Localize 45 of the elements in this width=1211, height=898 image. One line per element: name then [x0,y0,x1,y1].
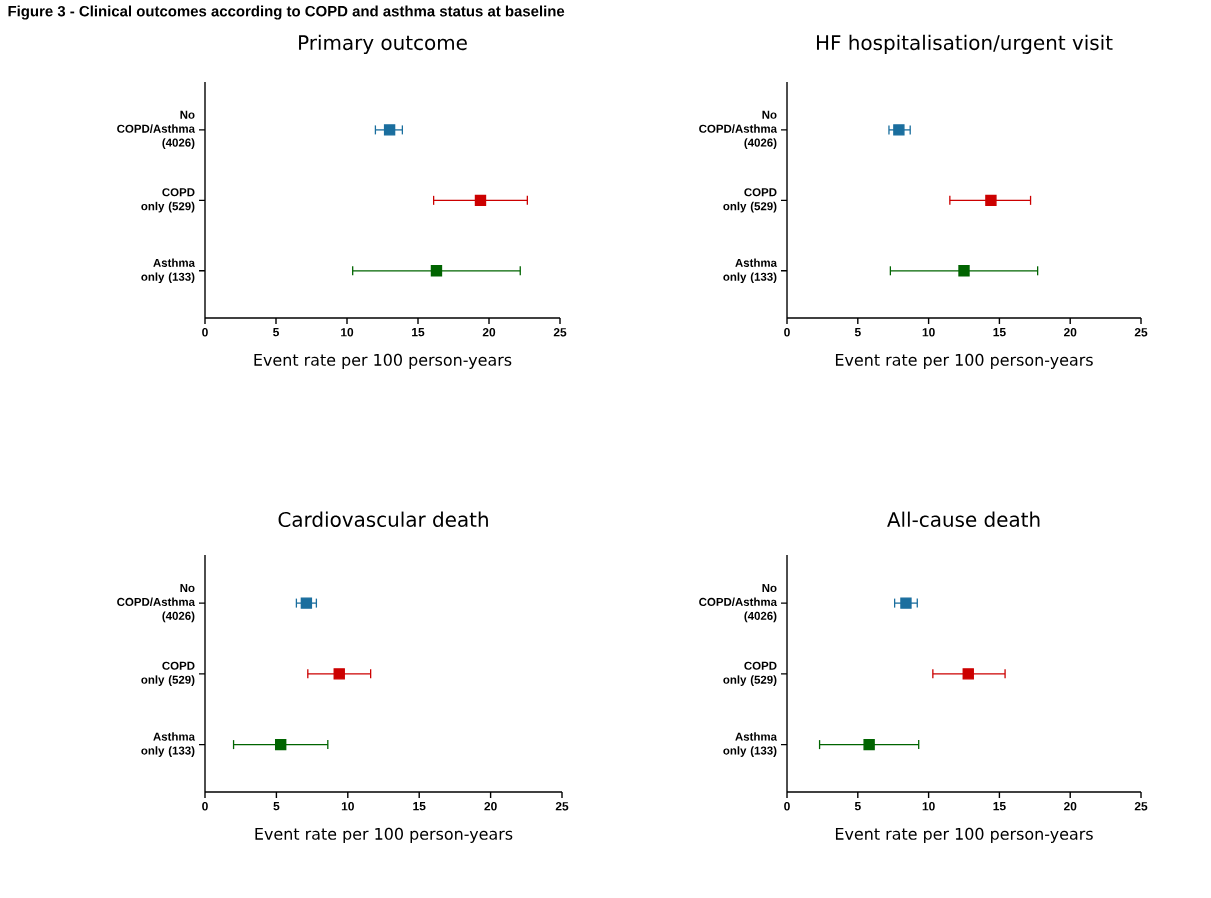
x-tick-label: 0 [784,328,790,337]
y-tick-label: COPD only (529) [723,661,777,687]
y-tick-label: COPD only (529) [141,188,195,213]
x-tick-label: 15 [413,802,426,811]
x-axis-title: Event rate per 100 person-years [255,827,513,843]
x-tick-label: 25 [553,328,567,337]
x-axis-title: Event rate per 100 person-years [254,353,512,369]
x-tick-label: 20 [482,328,496,337]
x-axis-title: Event rate per 100 person-years [835,353,1093,369]
x-tick-label: 15 [993,802,1006,811]
x-tick-label: 10 [341,802,354,811]
x-tick-label: 0 [202,802,208,811]
y-tick-label: No COPD/Asthma (4026) [699,584,778,623]
x-tick-label: 20 [1063,802,1077,811]
x-tick-label: 10 [341,328,354,337]
y-tick-label: Asthma only (133) [723,732,778,757]
y-tick-label: No COPD/Asthma (4026) [117,110,196,149]
x-tick-label: 15 [993,328,1006,337]
y-tick-label: No COPD/Asthma (4026) [117,584,196,623]
x-tick-label: 25 [1134,802,1148,811]
chart-title: Cardiovascular death [278,511,488,527]
y-tick-label: COPD only (529) [723,188,777,213]
x-tick-label: 20 [1063,328,1077,337]
x-axis-title: Event rate per 100 person-years [835,827,1093,843]
x-tick-label: 25 [555,802,569,811]
x-tick-label: 0 [784,802,790,811]
x-tick-label: 20 [484,802,497,811]
y-tick-label: Asthma only (133) [141,732,196,757]
y-tick-label: No COPD/Asthma (4026) [699,110,778,149]
x-tick-label: 10 [922,802,935,811]
chart-title: Primary outcome [299,34,467,54]
x-tick-label: 5 [854,802,861,811]
x-tick-label: 15 [412,328,425,337]
y-tick-label: Asthma only (133) [723,258,778,284]
y-tick-label: Asthma only (133) [141,258,196,284]
x-tick-label: 5 [854,328,861,337]
x-tick-label: 25 [1134,328,1148,337]
x-tick-label: 0 [202,328,208,337]
x-tick-label: 10 [922,328,935,337]
chart-title: HF hospitalisation/urgent visit [816,34,1113,54]
y-tick-label: COPD only (529) [141,661,195,687]
chart-title: All-cause death [887,511,1040,527]
x-tick-label: 5 [273,802,280,811]
x-tick-label: 5 [273,328,279,337]
caption: Figure 3 - Clinical outcomes according to COPD and asthma status at baseline [8,5,565,20]
